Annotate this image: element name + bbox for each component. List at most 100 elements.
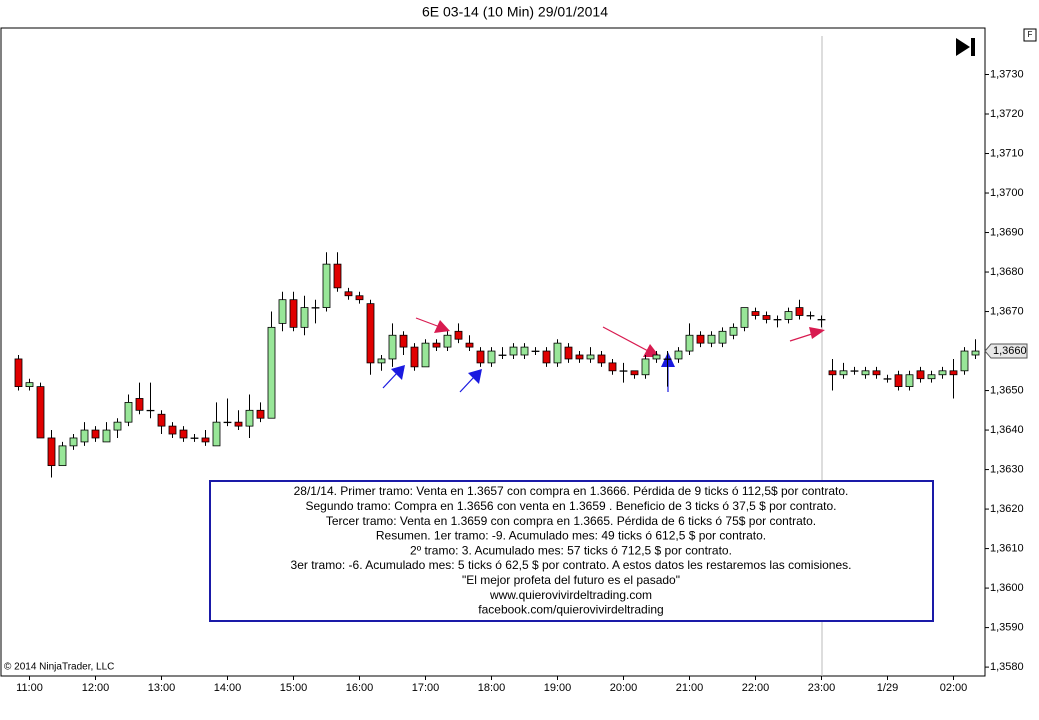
candle (69, 434, 78, 450)
candle-body (619, 370, 628, 372)
candle (344, 287, 353, 300)
candle-body (850, 370, 859, 372)
candle (366, 299, 375, 375)
candle (608, 358, 617, 375)
candle-body (487, 350, 496, 364)
arrow (789, 332, 816, 342)
candle-body (454, 330, 463, 340)
candle-body (531, 350, 540, 352)
arrow (415, 317, 441, 328)
y-tick-label: 1,3650 (990, 384, 1024, 396)
candle-body (630, 370, 639, 376)
candle-body (784, 311, 793, 320)
candle-body (520, 346, 529, 356)
candle-body (58, 445, 67, 467)
candle (652, 351, 661, 363)
candle-body (575, 354, 584, 360)
candle (399, 331, 408, 355)
candle (487, 347, 496, 367)
candle (355, 291, 364, 304)
candle (168, 422, 177, 438)
y-tick-label: 1,3690 (990, 226, 1024, 238)
candle-body (443, 334, 452, 348)
x-tick-label: 11:00 (16, 682, 43, 694)
x-tick-label: 13:00 (148, 682, 176, 694)
candle-body (696, 334, 705, 344)
candle-body (179, 429, 188, 439)
candle (630, 370, 639, 379)
candle (729, 323, 738, 340)
annotation-line: Tercer tramo: Venta en 1.3659 con compra… (326, 514, 816, 528)
candle-body (597, 354, 606, 364)
candle-body (168, 425, 177, 435)
candle-body (124, 402, 133, 423)
candle (707, 331, 716, 348)
arrow (602, 326, 651, 353)
candle (36, 382, 45, 439)
candle-body (465, 342, 474, 348)
candle (839, 362, 848, 379)
candle (718, 327, 727, 348)
candle (762, 311, 771, 324)
y-tick-label: 1,3720 (990, 108, 1024, 120)
candle-body (817, 319, 826, 321)
candle (575, 351, 584, 363)
candle-body (36, 386, 45, 439)
candle (256, 402, 265, 423)
candle-body (740, 307, 749, 328)
candle (454, 323, 463, 344)
x-tick-label: 1/29 (877, 682, 898, 694)
candle-body (146, 409, 155, 412)
candle (542, 347, 551, 367)
candle-body (949, 370, 958, 376)
candle-body (157, 413, 166, 427)
candle (597, 351, 606, 367)
candle-body (839, 370, 848, 376)
candle-body (960, 350, 969, 372)
arrow (459, 376, 475, 393)
candle (58, 441, 67, 467)
candle-body (729, 326, 738, 336)
x-tick-label: 20:00 (610, 682, 638, 694)
candle-body (25, 382, 34, 388)
chart-title: 6E 03-14 (10 Min) 29/01/2014 (422, 4, 608, 20)
candle-body (113, 421, 122, 431)
y-tick-label: 1,3620 (990, 503, 1024, 515)
candle-body (542, 350, 551, 364)
arrow-head (434, 320, 450, 333)
candle-body (333, 263, 342, 289)
arrow-head (391, 365, 405, 380)
candle-body (762, 315, 771, 320)
candle (817, 315, 826, 328)
candle (674, 347, 683, 363)
x-tick-label: 02:00 (940, 682, 968, 694)
candle (520, 343, 529, 359)
candle (223, 398, 232, 427)
candle (234, 410, 243, 431)
candle-body (14, 358, 23, 388)
candle (25, 378, 34, 391)
candle-body (377, 358, 386, 364)
candle (850, 366, 859, 375)
last-price-marker (984, 343, 1028, 359)
candle (102, 422, 111, 443)
scroll-end-icon[interactable] (956, 38, 975, 56)
candle (894, 370, 903, 391)
annotation-line: Segundo tramo: Compra en 1.3656 con vent… (305, 499, 836, 513)
candle-body (234, 421, 243, 427)
candle-body (256, 409, 265, 419)
candle (300, 295, 309, 336)
candle (476, 347, 485, 367)
candle (938, 366, 947, 379)
candle (267, 311, 276, 419)
candle (861, 366, 870, 379)
candle (124, 394, 133, 427)
candle (806, 311, 815, 320)
candle (465, 335, 474, 352)
candle-body (355, 295, 364, 301)
candle (113, 418, 122, 438)
candle (421, 339, 430, 368)
panel-flag-box (1023, 28, 1037, 42)
candle-body (751, 311, 760, 316)
annotation-line: "El mejor profeta del futuro es el pasad… (462, 573, 680, 587)
